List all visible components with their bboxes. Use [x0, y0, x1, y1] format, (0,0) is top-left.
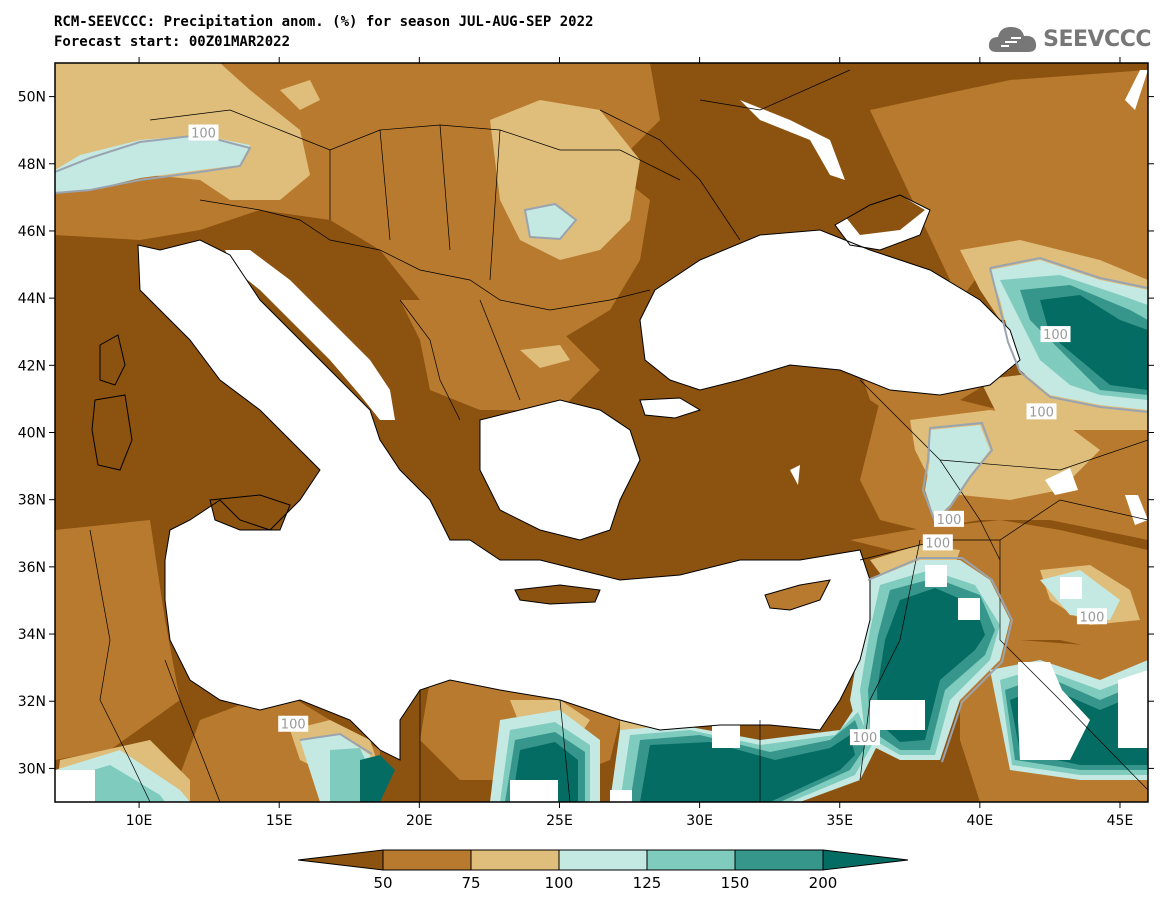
logo-text: SEEVCCC — [1043, 26, 1151, 52]
lon-tick-label: 25E — [546, 813, 573, 829]
colorbar-label: 100 — [545, 874, 574, 892]
lat-tick-label: 32N — [18, 694, 46, 710]
map-title: RCM-SEEVCCC: Precipitation anom. (%) for… — [54, 14, 594, 30]
seevccc-logo: SEEVCCC — [987, 22, 1151, 56]
latitude-ticks: 50N 48N 46N 44N 42N 40N 38N 36N 34N 32N 30N — [18, 90, 1154, 777]
contour-label-bg — [922, 534, 953, 551]
colorbar-box — [734, 849, 824, 871]
contour-labels: 100 100 100 100 100 100 100 100 — [188, 124, 1107, 746]
lat-tick-label: 50N — [18, 90, 46, 106]
contour-100-lines — [55, 133, 1148, 763]
contour-label-bg — [1076, 608, 1107, 625]
colorbar-box — [646, 849, 736, 871]
contour-label: 100 — [853, 731, 878, 746]
lat-tick-label: 42N — [18, 358, 46, 374]
colorbar-box — [558, 849, 648, 871]
colorbar-label: 200 — [809, 874, 838, 892]
lon-tick-label: 20E — [406, 813, 433, 829]
lon-tick-label: 35E — [826, 813, 853, 829]
contour-label-bg — [278, 715, 309, 732]
lat-tick-label: 36N — [18, 560, 46, 576]
lat-tick-label: 48N — [18, 157, 46, 173]
cloud-icon — [989, 27, 1037, 52]
coastlines — [91, 194, 1021, 761]
lat-tick-label: 40N — [18, 426, 46, 442]
lon-tick-label: 15E — [266, 813, 293, 829]
colorbar-label: 150 — [721, 874, 750, 892]
longitude-ticks: 10E 15E 20E 25E 30E 35E 40E 45E — [126, 57, 1134, 829]
lon-tick-label: 40E — [967, 813, 994, 829]
colorbar-left-triangle — [297, 849, 384, 871]
lon-tick-label: 30E — [686, 813, 713, 829]
contour-label: 100 — [925, 536, 950, 551]
colorbar-label: 75 — [461, 874, 480, 892]
forecast-start: Forecast start: 00Z01MAR2022 — [54, 34, 291, 50]
contour-label-bg — [1040, 326, 1071, 343]
islands — [92, 195, 925, 610]
lat-tick-label: 30N — [18, 761, 46, 777]
colorbar-box — [382, 849, 472, 871]
contour-label: 100 — [1029, 405, 1054, 420]
colorbar-label: 50 — [373, 874, 392, 892]
contour-label: 100 — [281, 718, 306, 733]
contour-label-bg — [1026, 403, 1057, 420]
colorbar-right-triangle — [822, 849, 909, 871]
lat-tick-label: 44N — [18, 291, 46, 307]
country-borders — [89, 69, 1148, 802]
colorbar-label: 125 — [633, 874, 662, 892]
contour-label: 100 — [1043, 328, 1068, 343]
contour-label: 100 — [191, 127, 216, 142]
lon-tick-label: 10E — [126, 813, 153, 829]
lat-tick-label: 38N — [18, 493, 46, 509]
contour-label: 100 — [1080, 610, 1105, 625]
lat-tick-label: 46N — [18, 224, 46, 240]
contour-label: 100 — [937, 513, 962, 528]
sea-areas — [138, 195, 1020, 760]
lon-tick-label: 45E — [1107, 813, 1134, 829]
lat-tick-label: 34N — [18, 627, 46, 643]
contour-label-bg — [934, 510, 965, 527]
contour-label-bg — [188, 124, 219, 141]
no-data-patches — [55, 70, 1148, 802]
colorbar-box — [470, 849, 560, 871]
contour-label-bg — [849, 729, 880, 746]
